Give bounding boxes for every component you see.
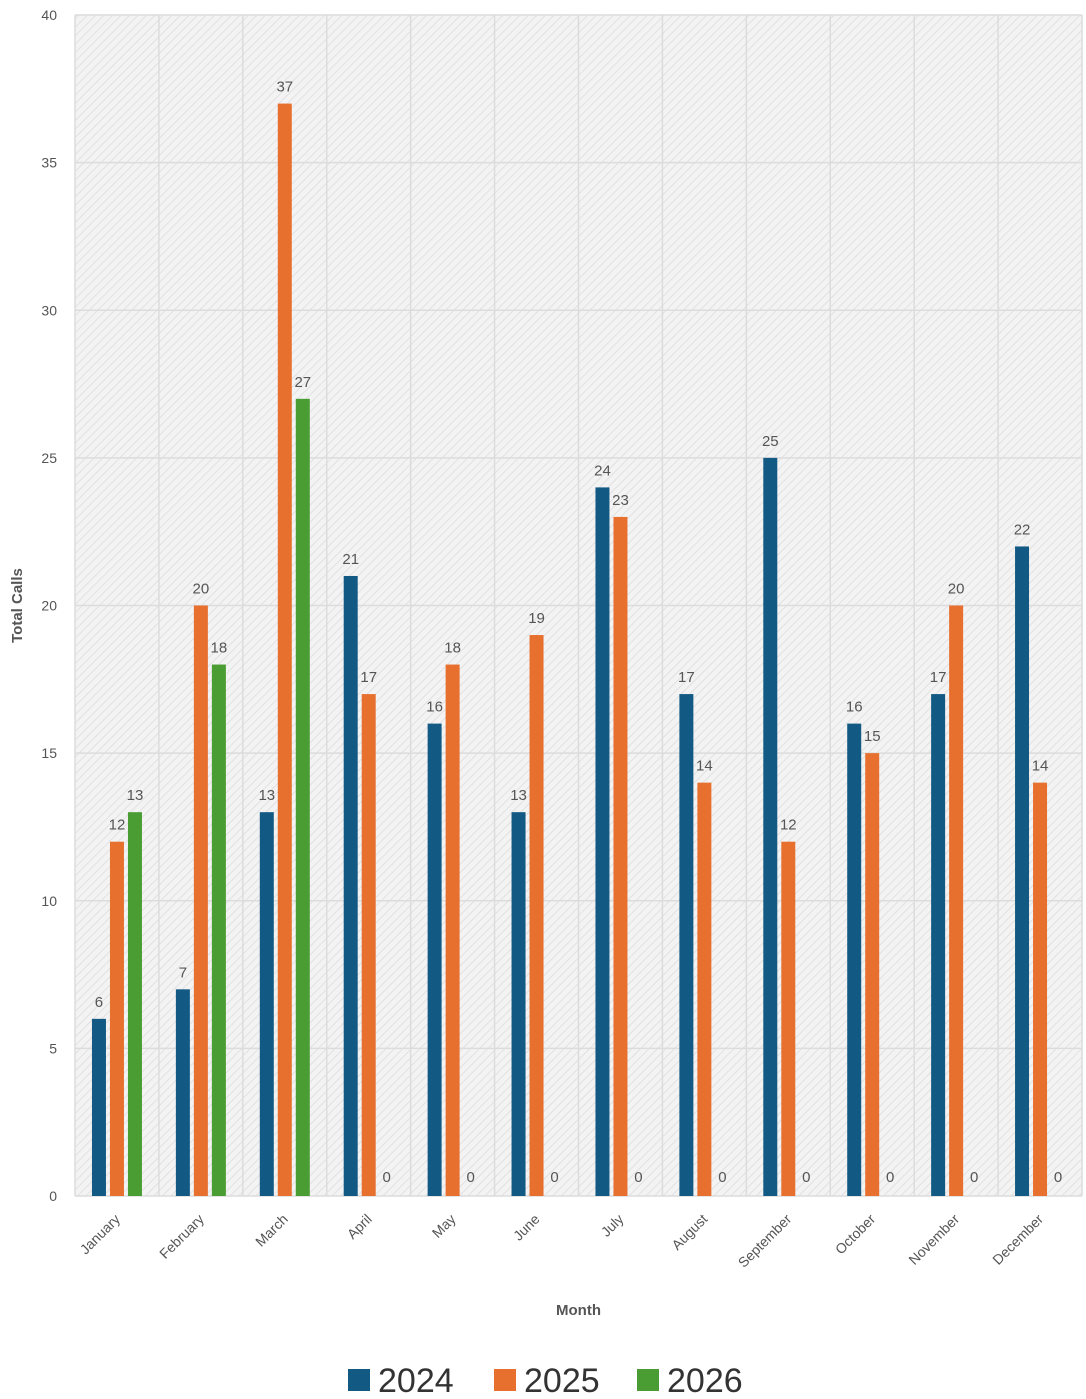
- bar-2025-july: [613, 516, 628, 1196]
- data-label: 17: [360, 669, 377, 686]
- legend-swatch: [348, 1369, 370, 1391]
- bar-2024-november: [931, 694, 946, 1196]
- data-label: 0: [466, 1169, 474, 1186]
- bar-2024-september: [763, 457, 778, 1196]
- bar-2024-august: [679, 694, 694, 1196]
- x-tick-label: January: [77, 1211, 124, 1258]
- bar-2024-march: [259, 812, 274, 1196]
- data-label: 21: [342, 551, 359, 568]
- x-tick-label: February: [156, 1211, 207, 1262]
- data-label: 0: [718, 1169, 726, 1186]
- bar-2025-november: [949, 605, 964, 1196]
- data-label: 18: [444, 640, 461, 657]
- data-label: 0: [1054, 1169, 1062, 1186]
- bar-2025-august: [697, 782, 712, 1196]
- data-label: 24: [594, 462, 611, 479]
- bar-2024-october: [847, 723, 862, 1196]
- y-tick-label: 40: [41, 7, 57, 23]
- y-tick-label: 20: [41, 598, 57, 614]
- bar-2025-march: [277, 103, 292, 1197]
- legend-label: 2024: [378, 1362, 454, 1399]
- x-tick-label: April: [344, 1211, 375, 1242]
- legend-label: 2026: [667, 1362, 743, 1399]
- data-label: 27: [294, 374, 311, 391]
- x-tick-label: December: [989, 1211, 1046, 1268]
- data-label: 12: [109, 817, 126, 834]
- bar-2026-march: [295, 398, 310, 1196]
- y-tick-label: 0: [49, 1188, 57, 1204]
- x-tick-label: March: [252, 1211, 291, 1250]
- bar-2025-october: [865, 753, 880, 1196]
- data-label: 20: [948, 581, 965, 598]
- x-tick-label: October: [832, 1211, 879, 1258]
- legend-item-2025: 2025: [494, 1362, 600, 1399]
- data-label: 23: [612, 492, 629, 509]
- data-label: 20: [193, 581, 210, 598]
- bar-2026-january: [127, 812, 142, 1196]
- legend-swatch: [494, 1369, 516, 1391]
- y-axis-title: Total Calls: [9, 568, 26, 643]
- data-label: 15: [864, 728, 881, 745]
- bar-2024-january: [91, 1018, 106, 1196]
- bar-2025-june: [529, 635, 544, 1196]
- data-label: 25: [762, 433, 779, 450]
- x-axis-title: Month: [556, 1302, 601, 1319]
- data-label: 13: [258, 787, 275, 804]
- data-label: 14: [696, 758, 713, 775]
- data-label: 16: [846, 699, 863, 716]
- bar-2024-june: [511, 812, 526, 1196]
- data-label: 0: [802, 1169, 810, 1186]
- data-label: 0: [550, 1169, 558, 1186]
- data-label: 13: [127, 787, 144, 804]
- x-tick-label: June: [510, 1211, 543, 1244]
- x-tick-label: July: [598, 1211, 627, 1240]
- data-label: 18: [211, 640, 228, 657]
- y-tick-label: 35: [41, 155, 57, 171]
- data-label: 17: [678, 669, 695, 686]
- data-label: 0: [970, 1169, 978, 1186]
- data-label: 12: [780, 817, 797, 834]
- y-tick-label: 30: [41, 302, 57, 318]
- data-label: 19: [528, 610, 545, 627]
- x-tick-label: August: [668, 1211, 710, 1253]
- data-label: 7: [179, 964, 187, 981]
- data-label: 0: [383, 1169, 391, 1186]
- legend-item-2026: 2026: [637, 1362, 743, 1399]
- y-tick-label: 10: [41, 893, 57, 909]
- data-label: 0: [886, 1169, 894, 1186]
- bar-2024-may: [427, 723, 442, 1196]
- bar-2024-february: [175, 989, 190, 1196]
- y-tick-label: 5: [49, 1040, 57, 1056]
- bar-2025-february: [193, 605, 208, 1196]
- data-label: 22: [1014, 521, 1031, 538]
- bar-2024-december: [1015, 546, 1030, 1196]
- legend-item-2024: 2024: [348, 1362, 454, 1399]
- x-tick-label: September: [735, 1211, 795, 1271]
- y-tick-label: 25: [41, 450, 57, 466]
- data-label: 13: [510, 787, 527, 804]
- data-label: 17: [930, 669, 947, 686]
- data-label: 0: [634, 1169, 642, 1186]
- x-tick-label: November: [905, 1211, 962, 1268]
- data-label: 16: [426, 699, 443, 716]
- y-tick-label: 15: [41, 745, 57, 761]
- bar-2025-december: [1033, 782, 1048, 1196]
- bar-2025-may: [445, 664, 460, 1196]
- data-label: 6: [95, 994, 103, 1011]
- bar-2024-july: [595, 487, 610, 1196]
- bar-2024-april: [343, 575, 358, 1196]
- legend-label: 2025: [524, 1362, 600, 1399]
- x-tick-label: May: [429, 1211, 459, 1241]
- bar-2025-april: [361, 694, 376, 1196]
- bar-2025-september: [781, 841, 796, 1196]
- data-label: 14: [1032, 758, 1049, 775]
- bar-2025-january: [109, 841, 124, 1196]
- legend-swatch: [637, 1369, 659, 1391]
- bar-2026-february: [211, 664, 226, 1196]
- data-label: 37: [276, 79, 293, 96]
